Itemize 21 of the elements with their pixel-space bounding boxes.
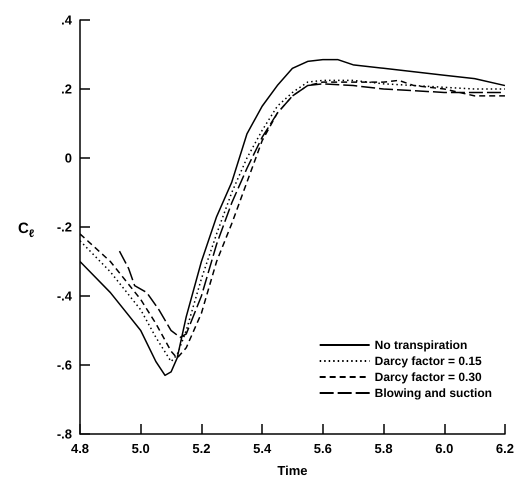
legend-label: Darcy factor = 0.15 [374,354,482,368]
x-axis-title: Time [277,463,308,478]
y-axis-title: C$_{ℓ}$ [18,220,34,240]
x-tick-label: 5.6 [314,441,332,456]
y-tick-label: .4 [61,12,73,28]
y-tick-label: -.2 [56,220,72,234]
y-tick-label: -.4 [56,288,73,304]
y-tick-label: 0 [64,150,72,166]
legend-label: No transpiration [374,338,468,352]
x-tick-label: 5.0 [132,441,150,456]
legend-label: Darcy factor = 0.30 [374,370,482,384]
x-tick-label: 5.4 [253,441,272,456]
y-tick-label: -.6 [56,358,72,372]
x-tick-label: 6.0 [435,441,454,456]
x-tick-label: 6.2 [496,441,514,456]
x-tick-label: 4.8 [70,441,90,456]
y-tick-label: .2 [61,82,72,96]
x-tick-label: 5.8 [374,441,393,456]
y-tick-label: -.8 [56,426,72,442]
legend-label: Blowing and suction [374,386,492,400]
x-tick-label: 5.2 [192,441,210,456]
